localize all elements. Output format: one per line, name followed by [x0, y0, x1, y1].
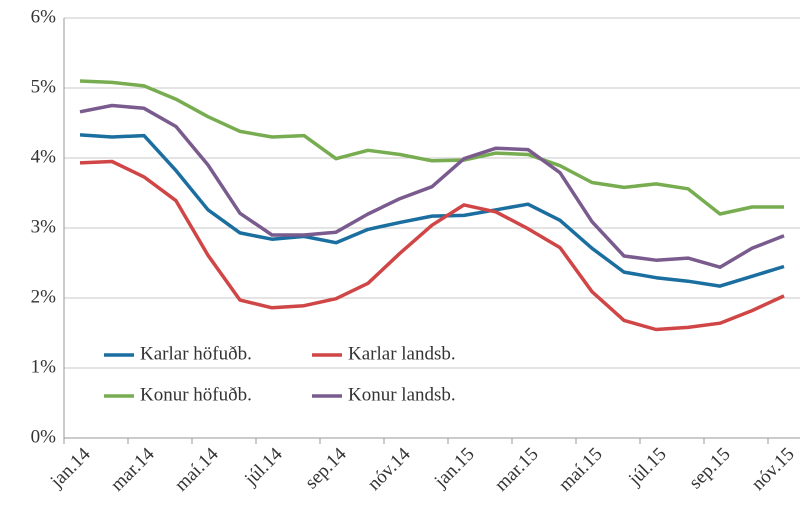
series-line — [79, 159, 785, 332]
x-tick-label: maí.14 — [171, 443, 223, 495]
y-tick-label: 5% — [31, 76, 57, 97]
y-tick-label: 0% — [31, 426, 57, 447]
legend-label: Konur landsb. — [348, 384, 456, 405]
x-tick-label: mar.15 — [491, 444, 543, 496]
x-tick-label: júl.15 — [624, 444, 671, 491]
series-line — [79, 133, 785, 288]
x-tick-label: mar.14 — [107, 443, 159, 495]
x-tick-label: nóv.14 — [364, 443, 415, 494]
x-tick-label: jan.15 — [430, 444, 479, 493]
y-tick-label: 1% — [31, 356, 57, 377]
y-tick-label: 6% — [31, 6, 57, 27]
series-line — [79, 103, 785, 269]
x-tick-label: nóv.15 — [748, 444, 799, 495]
legend-label: Karlar landsb. — [348, 343, 456, 364]
legend-label: Karlar höfuðb. — [140, 343, 252, 364]
series-line — [79, 79, 784, 216]
legend-label: Konur höfuðb. — [140, 384, 252, 405]
x-tick-label: sep.15 — [685, 444, 735, 494]
x-tick-label: maí.15 — [555, 444, 607, 496]
y-tick-label: 2% — [31, 286, 57, 307]
y-tick-label: 4% — [31, 146, 57, 167]
x-tick-label: júl.14 — [240, 443, 287, 490]
x-tick-label: sep.14 — [301, 443, 351, 493]
y-tick-label: 3% — [31, 216, 57, 237]
x-tick-label: jan.14 — [46, 443, 95, 492]
